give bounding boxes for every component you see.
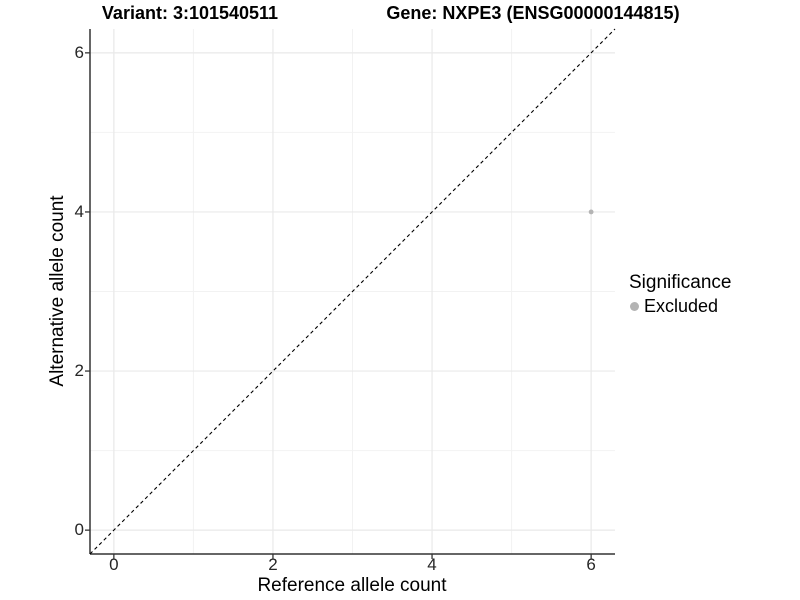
x-tick-label: 2 xyxy=(268,555,278,574)
legend: Significance Excluded xyxy=(629,272,731,317)
y-tick-label: 4 xyxy=(74,201,84,221)
legend-entry-excluded: Excluded xyxy=(629,296,731,317)
y-tick-label: 0 xyxy=(74,520,84,540)
y-axis-label: Alternative allele count xyxy=(47,195,68,387)
x-axis-label: Reference allele count xyxy=(257,575,447,596)
variant-title: Variant: 3:101540511 xyxy=(101,3,279,23)
x-tick-label: 4 xyxy=(427,555,437,574)
gene-title: Gene: NXPE3 (ENSG00000144815) xyxy=(386,3,680,23)
excluded-point-icon xyxy=(630,302,639,311)
data-point xyxy=(588,209,594,215)
y-tick-label: 2 xyxy=(74,361,84,381)
x-tick-label: 0 xyxy=(109,555,119,574)
legend-entry-label: Excluded xyxy=(644,296,719,316)
y-tick-label: 6 xyxy=(74,42,84,62)
x-tick-label: 6 xyxy=(586,555,596,574)
legend-title: Significance xyxy=(629,272,732,293)
identity-dashed-line xyxy=(89,28,616,555)
